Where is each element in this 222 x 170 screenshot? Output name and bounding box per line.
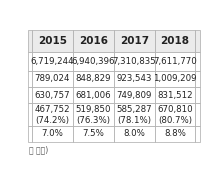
Bar [155,71,196,87]
Text: 831,512: 831,512 [157,91,193,100]
Bar [114,53,155,71]
Bar [32,30,73,53]
Bar [73,30,114,53]
Bar [28,53,32,71]
Bar [28,87,32,103]
Text: 681,006: 681,006 [75,91,111,100]
Bar [155,30,196,53]
Text: 6,940,396: 6,940,396 [71,57,115,66]
Text: 8.8%: 8.8% [164,129,186,138]
Text: 2017: 2017 [120,36,149,46]
Text: 630,757: 630,757 [35,91,70,100]
Text: 7.0%: 7.0% [42,129,63,138]
Bar [196,30,200,53]
Text: 467,752
(74.2%): 467,752 (74.2%) [35,105,70,125]
Bar [28,103,32,126]
Text: 749,809: 749,809 [117,91,152,100]
Bar [73,126,114,142]
Text: 2018: 2018 [161,36,190,46]
Text: 7,611,770: 7,611,770 [153,57,197,66]
Bar [73,103,114,126]
Text: 2016: 2016 [79,36,108,46]
Bar [114,103,155,126]
Bar [114,30,155,53]
Bar [32,103,73,126]
Text: 519,850
(76.3%): 519,850 (76.3%) [76,105,111,125]
Text: 789,024: 789,024 [35,74,70,83]
Text: 7.5%: 7.5% [82,129,104,138]
Bar [73,87,114,103]
Bar [73,53,114,71]
Bar [196,53,200,71]
Bar [28,30,32,53]
Text: 나 제외): 나 제외) [30,145,49,154]
Text: 8.0%: 8.0% [123,129,145,138]
Bar [155,87,196,103]
Text: 923,543: 923,543 [117,74,152,83]
Text: 2015: 2015 [38,36,67,46]
Bar [28,71,32,87]
Text: 670,810
(80.7%): 670,810 (80.7%) [157,105,193,125]
Text: 848,829: 848,829 [76,74,111,83]
Bar [32,71,73,87]
Bar [32,87,73,103]
Bar [155,53,196,71]
Bar [196,126,200,142]
Bar [114,71,155,87]
Bar [32,53,73,71]
Text: 1,009,209: 1,009,209 [153,74,197,83]
Bar [196,71,200,87]
Bar [114,87,155,103]
Bar [196,103,200,126]
Text: 585,287
(78.1%): 585,287 (78.1%) [116,105,152,125]
Bar [155,126,196,142]
Bar [196,87,200,103]
Bar [73,71,114,87]
Text: 7,310,835: 7,310,835 [112,57,156,66]
Text: 6,719,244: 6,719,244 [31,57,74,66]
Bar [28,126,32,142]
Bar [114,126,155,142]
Bar [32,126,73,142]
Bar [155,103,196,126]
